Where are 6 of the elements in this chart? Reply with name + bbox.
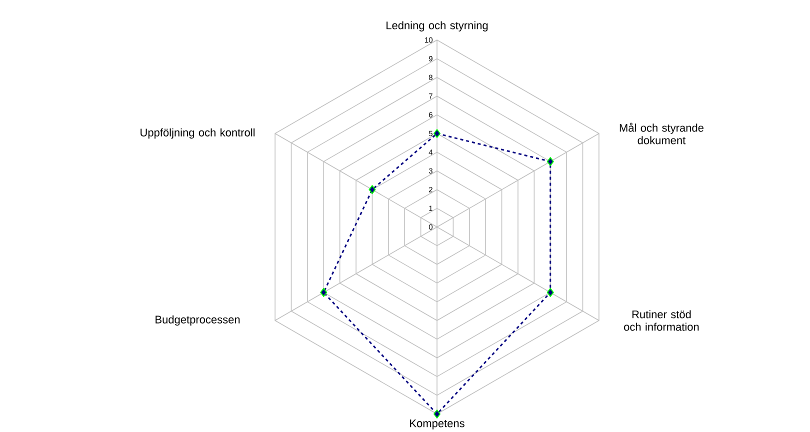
spoke-label: Rutiner stöd och information	[624, 310, 699, 331]
spoke-label: Uppföljning och kontroll	[140, 128, 255, 139]
spoke-label: Budgetprocessen	[156, 315, 240, 326]
spoke-label: Mål och styrande dokument	[620, 122, 704, 144]
spoke-label: Ledning och styrning	[386, 21, 488, 32]
spoke-label: Kompetens	[410, 420, 464, 430]
